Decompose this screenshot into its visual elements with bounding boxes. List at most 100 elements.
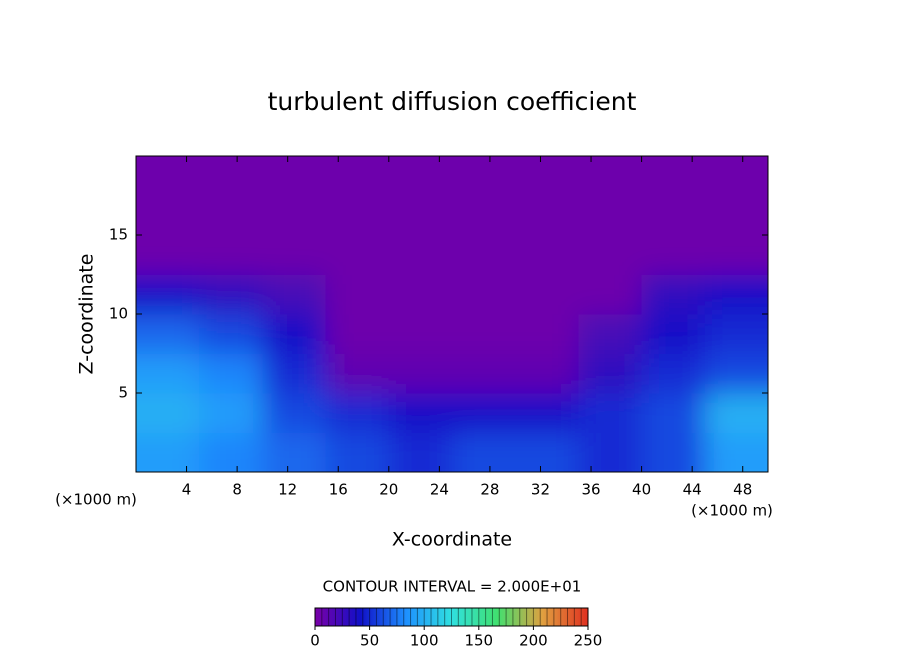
colorbar-tick-label: 250 [574,632,603,650]
cell [704,235,768,275]
cell [515,314,579,354]
x-tick-label: 44 [683,481,702,499]
cell [452,353,516,394]
cell [704,274,768,315]
cell [199,314,263,354]
cell [325,314,390,354]
cell [704,195,768,236]
x-tick-label: 40 [632,481,651,499]
cell [262,195,327,236]
cell [578,195,643,236]
cell [199,432,263,472]
cell [388,393,453,433]
cell [515,393,579,433]
cell [325,274,390,315]
cell [641,432,706,472]
cell [578,432,643,472]
cell [452,156,516,196]
cell [515,235,579,275]
cell [136,432,200,472]
chart-title: turbulent diffusion coefficient [268,87,637,116]
cell [136,393,200,433]
cell [136,353,200,394]
colorbar-ticks: 0 50 100 150 200 250 [310,608,602,650]
cell [136,195,200,236]
field [136,156,768,472]
cell [262,353,327,394]
cell [641,314,706,354]
cell [578,235,643,275]
y-tick-label: 5 [118,384,128,402]
cell [199,353,263,394]
cell [578,353,643,394]
cell [388,314,453,354]
cell [452,314,516,354]
cell [641,156,706,196]
cell [452,393,516,433]
cell [325,393,390,433]
colorbar-tick-label: 0 [310,632,320,650]
x-tick-label: 8 [232,481,242,499]
x-tick-label: 24 [430,481,449,499]
cell [515,156,579,196]
cell [641,274,706,315]
cell [641,235,706,275]
y-tick-label: 10 [109,305,128,323]
cell [325,156,390,196]
cell [515,195,579,236]
cell [388,432,453,472]
cell [262,393,327,433]
cell [136,314,200,354]
cell [388,274,453,315]
x-tick-label: 36 [581,481,600,499]
colorbar-tick-label: 150 [464,632,493,650]
cell [262,314,327,354]
cell [262,274,327,315]
cell [325,235,390,275]
cell [452,195,516,236]
cell [325,353,390,394]
cell [388,195,453,236]
cell [515,432,579,472]
x-tick-label: 20 [379,481,398,499]
colorbar-tick-label: 100 [410,632,439,650]
cell [136,274,200,315]
cell [578,156,643,196]
cell [578,314,643,354]
cell [262,235,327,275]
contour-note: CONTOUR INTERVAL = 2.000E+01 [323,578,582,596]
cell [199,393,263,433]
cell [199,235,263,275]
cell [641,195,706,236]
x-axis-label: X-coordinate [392,529,512,551]
cell [704,156,768,196]
cell [325,195,390,236]
field-clip [136,156,768,472]
y-unit: (×1000 m) [55,491,137,509]
x-tick-label: 48 [733,481,752,499]
cell [262,156,327,196]
cell [704,432,768,472]
cell [136,156,200,196]
x-tick-label: 4 [182,481,192,499]
cell [262,432,327,472]
cell [704,353,768,394]
y-axis-label: Z-coordinate [76,254,98,375]
cell [578,393,643,433]
cell [452,235,516,275]
cell [452,274,516,315]
colorbar-tick-label: 50 [360,632,379,650]
cell [388,353,453,394]
x-tick-label: 16 [329,481,348,499]
x-tick-label: 12 [278,481,297,499]
x-tick-label: 28 [480,481,499,499]
cell [515,353,579,394]
cell [199,156,263,196]
cell [704,314,768,354]
cell [578,274,643,315]
cell [641,393,706,433]
x-tick-label: 32 [531,481,550,499]
cell [641,353,706,394]
